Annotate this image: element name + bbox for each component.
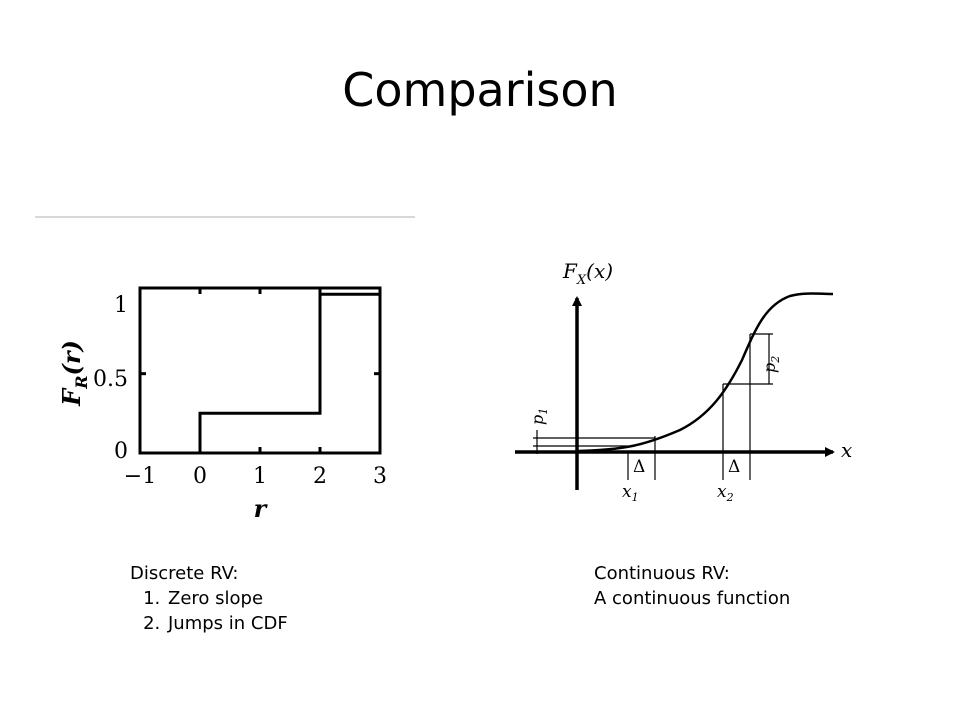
y-axis-label-sub: X xyxy=(576,273,587,288)
continuous-cdf-figure: FX(x) x Δ Δ x1 x2 p1 p2 xyxy=(505,250,875,520)
y-axis-label-arg: (r) xyxy=(57,340,86,375)
continuous-line: A continuous function xyxy=(594,588,791,609)
y-tick-label: 0.5 xyxy=(93,367,128,392)
p2-label: p2 xyxy=(760,356,782,373)
x2-label: x2 xyxy=(717,482,734,504)
x-axis-label: r xyxy=(254,494,269,523)
discrete-cdf-figure: 1 0.5 0 −1 0 1 2 3 r FR(r) xyxy=(20,205,440,535)
x-tick-label: 2 xyxy=(313,464,327,489)
y-axis-label-arg: (x) xyxy=(586,259,613,283)
x-axis-label: x xyxy=(841,438,852,462)
svg-text:FR(r): FR(r) xyxy=(57,340,91,407)
x-tick-label: 3 xyxy=(373,464,387,489)
svg-text:p2: p2 xyxy=(760,356,782,373)
plot-frame xyxy=(138,286,382,455)
discrete-list-item: Zero slope xyxy=(166,586,288,611)
discrete-cdf-svg: 1 0.5 0 −1 0 1 2 3 r FR(r) xyxy=(35,216,415,523)
discrete-caption: Discrete RV: Zero slope Jumps in CDF xyxy=(130,561,288,636)
x2-label-sub: 2 xyxy=(726,491,734,504)
y-axis-label: FX(x) xyxy=(562,259,613,288)
x1-label-main: x xyxy=(622,482,632,502)
continuous-caption: Continuous RV: A continuous function xyxy=(594,561,790,611)
delta-1-label: Δ xyxy=(633,457,645,477)
slide-title: Comparison xyxy=(342,63,618,117)
p2-label-main: p xyxy=(760,363,779,373)
cdf-step-line xyxy=(140,292,380,455)
discrete-list-item: Jumps in CDF xyxy=(166,611,288,636)
p1-label-sub: 1 xyxy=(537,408,550,415)
y-axis-label-sub: R xyxy=(72,376,91,390)
delta-2-label: Δ xyxy=(728,457,740,477)
tick-group xyxy=(140,288,380,453)
svg-text:p1: p1 xyxy=(528,408,550,425)
y-axis-label-main: F xyxy=(57,387,86,407)
y-tick-label: 0 xyxy=(114,439,128,464)
continuous-heading: Continuous RV: xyxy=(594,563,730,584)
x-tick-label: 0 xyxy=(193,464,207,489)
cdf-curve xyxy=(576,292,834,453)
cdf-step-group xyxy=(140,292,380,455)
x-tick-label: 1 xyxy=(253,464,267,489)
x2-label-main: x xyxy=(717,482,727,502)
p1-label-main: p xyxy=(528,415,547,425)
y-tick-label: 1 xyxy=(114,293,128,318)
y-axis-label: FR(r) xyxy=(57,340,91,407)
discrete-heading: Discrete RV: xyxy=(130,563,239,584)
x-tick-label: −1 xyxy=(124,464,156,489)
discrete-list: Zero slope Jumps in CDF xyxy=(130,586,288,636)
x1-label-sub: 1 xyxy=(632,491,639,504)
continuous-cdf-svg: FX(x) x Δ Δ x1 x2 p1 p2 xyxy=(515,259,852,504)
p2-label-sub: 2 xyxy=(769,356,782,364)
x1-label: x1 xyxy=(622,482,639,504)
y-axis-label-main: F xyxy=(562,259,578,283)
p1-label: p1 xyxy=(528,408,550,425)
